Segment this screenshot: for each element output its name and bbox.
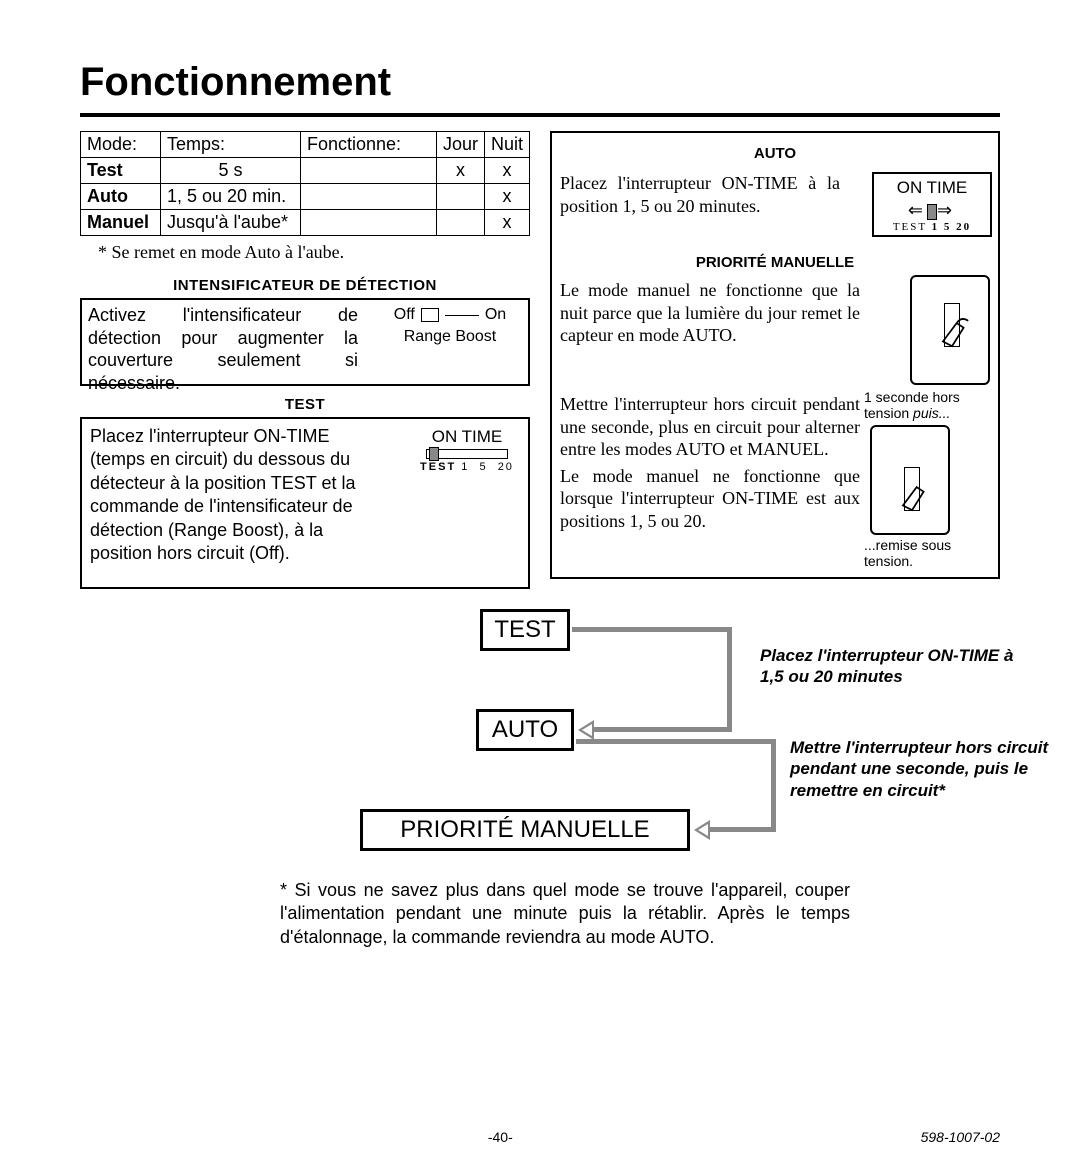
page-footer: -40- 598-1007-02 [80,1129,1000,1145]
auto-text: Placez l'interrupteur ON-TIME à la posit… [560,172,840,217]
cell [301,158,437,184]
prio-p3: Le mode manuel ne fonctionne que lorsque… [560,465,860,533]
switch-off-icon [904,275,990,385]
th-jour: Jour [436,132,484,158]
right-box: AUTO Placez l'interrupteur ON-TIME à la … [550,131,1000,579]
page-number: -40- [80,1129,921,1145]
intens-text: Activez l'intensificateur de détection p… [88,304,358,394]
right-column: AUTO Placez l'interrupteur ON-TIME à la … [550,131,1000,589]
manual-page: Fonctionnement Mode: Temps: Fonctionne: … [0,0,1080,1171]
ontime-switch-icon: ON TIME TEST 1 5 20 [412,427,522,473]
auto-heading: AUTO [560,145,990,162]
prio-p2: Mettre l'interrupteur hors circuit penda… [560,393,860,461]
cell [436,210,484,236]
th-nuit: Nuit [484,132,529,158]
page-title: Fonctionnement [80,60,1000,105]
caption-1: 1 seconde horstension puis... ...remise … [864,389,990,569]
prio-heading: PRIORITÉ MANUELLE [560,254,990,271]
cell: 5 s [161,158,301,184]
ontime-switch-icon: ON TIME ⇐⇒ TEST 1 5 20 [872,172,992,237]
ontime-label: ON TIME [876,178,988,198]
left-column: Mode: Temps: Fonctionne: Jour Nuit Test … [80,131,530,589]
flow-diagram: TEST AUTO PRIORITÉ MANUELLE Placez l'int… [80,609,1000,869]
test-box: Placez l'interrupteur ON-TIME (temps en … [80,417,530,589]
switch-knob-icon [421,308,439,322]
range-boost-switch-icon: Off On Range Boost [380,306,520,346]
node-auto: AUTO [476,709,574,751]
flow-label-2: Mettre l'interrupteur hors circuit penda… [790,737,1050,801]
flow-label-1: Placez l'interrupteur ON-TIME à 1,5 ou 2… [760,645,1020,688]
cell: x [436,158,484,184]
range-boost-label: Range Boost [380,328,520,346]
on-label: On [485,306,506,324]
th-fonc: Fonctionne: [301,132,437,158]
cell [301,184,437,210]
cell: Jusqu'à l'aube* [161,210,301,236]
cell: x [484,210,529,236]
cell [301,210,437,236]
mode-table: Mode: Temps: Fonctionne: Jour Nuit Test … [80,131,530,236]
intens-heading: INTENSIFICATEUR DE DÉTECTION [80,277,530,294]
ontime-marks: TEST 1 5 20 [876,221,988,233]
th-mode: Mode: [81,132,161,158]
cell [436,184,484,210]
two-columns: Mode: Temps: Fonctionne: Jour Nuit Test … [80,131,1000,589]
footer-paragraph: * Si vous ne savez plus dans quel mode s… [280,879,850,949]
off-label: Off [394,306,415,324]
cell: x [484,184,529,210]
cell: Manuel [81,210,161,236]
test-heading: TEST [80,396,530,413]
ontime-label: ON TIME [412,427,522,447]
cell: Test [81,158,161,184]
cell: x [484,158,529,184]
cell: 1, 5 ou 20 min. [161,184,301,210]
horizontal-rule [80,113,1000,117]
test-text: Placez l'interrupteur ON-TIME (temps en … [90,425,380,565]
ontime-marks: TEST 1 5 20 [412,461,522,473]
intens-box: Activez l'intensificateur de détection p… [80,298,530,386]
cell: Auto [81,184,161,210]
th-temps: Temps: [161,132,301,158]
table-footnote: * Se remet en mode Auto à l'aube. [98,242,530,263]
doc-number: 598-1007-02 [921,1129,1000,1145]
node-test: TEST [480,609,570,651]
node-prio: PRIORITÉ MANUELLE [360,809,690,851]
prio-p1: Le mode manuel ne fonctionne que la nuit… [560,279,860,347]
